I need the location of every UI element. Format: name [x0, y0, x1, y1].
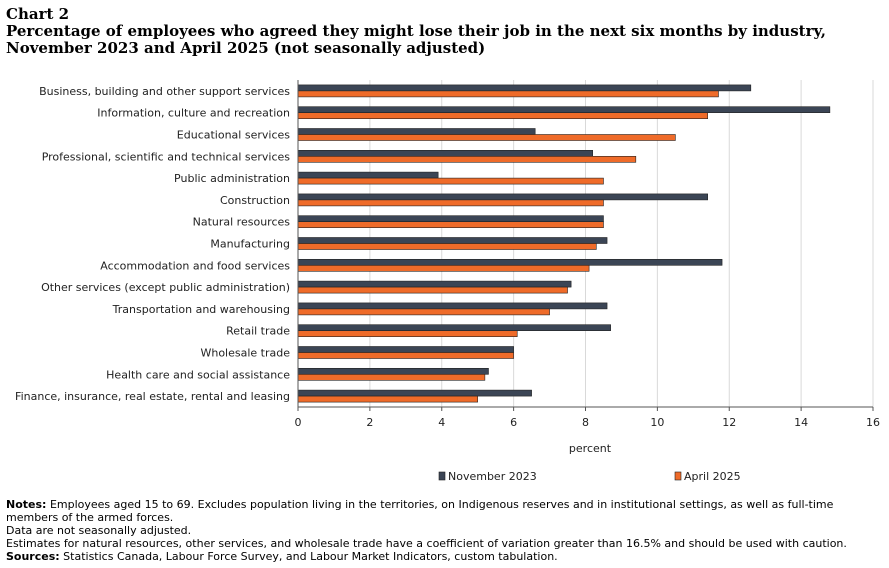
bars	[297, 84, 831, 403]
bar-november-2023	[297, 346, 514, 353]
x-tick-label: 6	[510, 416, 517, 429]
bar-november-2023	[297, 389, 532, 397]
chart-label: Chart 2	[6, 5, 70, 23]
category-label: Educational services	[177, 129, 290, 142]
category-label: Construction	[220, 194, 290, 207]
x-tick-label: 8	[582, 416, 589, 429]
x-tick-label: 0	[295, 416, 302, 429]
bar-november-2023	[297, 302, 608, 310]
legend-item-november-2023: November 2023	[438, 470, 537, 483]
category-label: Accommodation and food services	[100, 259, 290, 272]
bar-april-2025	[297, 373, 486, 381]
bar-november-2023	[297, 84, 752, 92]
bar-april-2025	[297, 221, 604, 228]
notes-line-3: Estimates for natural resources, other s…	[6, 537, 847, 550]
bar-november-2023	[297, 128, 536, 135]
bar-april-2025	[297, 395, 478, 403]
axes: 0 2 4 6 8 10 12 14 16	[295, 80, 880, 429]
notes-block: Notes: Employees aged 15 to 69. Excludes…	[6, 498, 884, 563]
bar-november-2023	[297, 193, 708, 201]
bar-november-2023	[297, 258, 723, 266]
bar-november-2023	[297, 171, 439, 179]
category-labels: Business, building and other support ser…	[15, 85, 290, 403]
bar-november-2023	[297, 237, 608, 244]
legend-item-april-2025: April 2025	[674, 470, 741, 483]
bar-april-2025	[297, 112, 708, 119]
bar-april-2025	[297, 330, 518, 338]
x-tick-label: 16	[866, 416, 880, 429]
category-label: Transportation and warehousing	[112, 303, 290, 316]
category-label: Health care and social assistance	[106, 368, 290, 381]
category-label: Retail trade	[226, 325, 290, 338]
chart-title: Percentage of employees who agreed they …	[6, 22, 826, 57]
x-tick-label: 10	[650, 416, 664, 429]
x-axis-label: percent	[569, 442, 612, 455]
x-tick-label: 14	[794, 416, 808, 429]
category-label: Natural resources	[193, 216, 291, 229]
category-label: Wholesale trade	[200, 347, 290, 360]
category-label: Professional, scientific and technical s…	[42, 150, 291, 163]
bar-november-2023	[297, 150, 593, 157]
x-tick-label: 4	[438, 416, 445, 429]
bar-april-2025	[297, 243, 597, 250]
bar-april-2025	[297, 352, 514, 359]
notes-line-2: Data are not seasonally adjusted.	[6, 524, 192, 537]
bar-november-2023	[297, 106, 831, 113]
category-label: Manufacturing	[210, 238, 290, 251]
bar-november-2023	[297, 324, 611, 332]
bar-april-2025	[297, 134, 676, 141]
legend: November 2023 April 2025	[438, 470, 741, 483]
bar-april-2025	[297, 177, 604, 185]
notes-heading: Notes:	[6, 498, 47, 511]
category-label: Finance, insurance, real estate, rental …	[15, 390, 290, 403]
category-label: Information, culture and recreation	[97, 107, 290, 120]
legend-swatch-april-2025	[674, 471, 682, 481]
legend-label-april-2025: April 2025	[684, 470, 741, 483]
bar-november-2023	[297, 367, 489, 375]
bar-april-2025	[297, 308, 550, 316]
x-tick-label: 12	[722, 416, 736, 429]
bar-november-2023	[297, 215, 604, 222]
category-label: Other services (except public administra…	[41, 281, 290, 294]
bar-november-2023	[297, 280, 572, 288]
notes-line-1: Employees aged 15 to 69. Excludes popula…	[6, 498, 834, 524]
legend-swatch-november-2023	[438, 471, 446, 481]
bar-april-2025	[297, 199, 604, 207]
bar-april-2025	[297, 90, 719, 98]
sources-heading: Sources:	[6, 550, 60, 563]
legend-label-november-2023: November 2023	[448, 470, 537, 483]
category-label: Public administration	[174, 172, 290, 185]
sources-text: Statistics Canada, Labour Force Survey, …	[63, 550, 558, 563]
category-label: Business, building and other support ser…	[39, 85, 290, 98]
bar-april-2025	[297, 264, 590, 272]
bar-april-2025	[297, 156, 637, 163]
bar-april-2025	[297, 286, 568, 294]
x-tick-label: 2	[366, 416, 373, 429]
